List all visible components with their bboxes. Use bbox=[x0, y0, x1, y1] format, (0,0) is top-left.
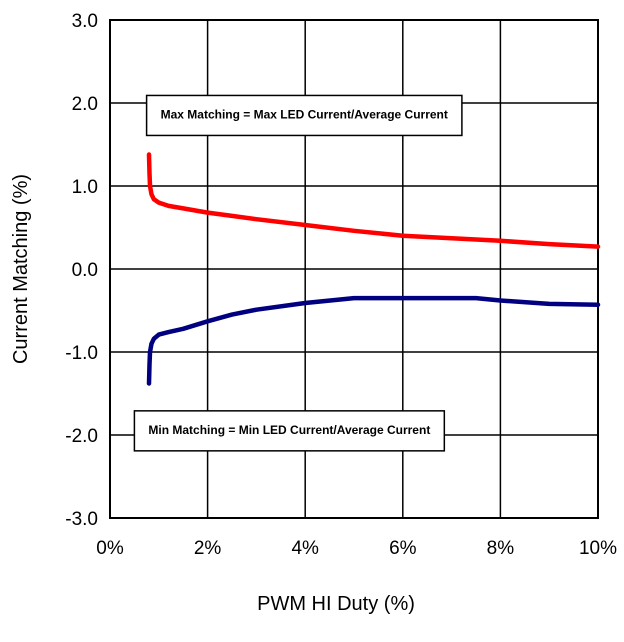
annotations: Max Matching = Max LED Current/Average C… bbox=[133, 94, 463, 452]
x-tick-label: 8% bbox=[487, 538, 515, 559]
x-axis-title: PWM HI Duty (%) bbox=[257, 593, 415, 615]
y-tick-label: -3.0 bbox=[65, 509, 98, 530]
max-matching-annotation: Max Matching = Max LED Current/Average C… bbox=[145, 94, 463, 137]
x-tick-label: 4% bbox=[291, 538, 319, 559]
series-group bbox=[146, 152, 601, 386]
annotation-box bbox=[145, 94, 463, 137]
min-matching-line bbox=[146, 295, 601, 386]
annotation-text: Min Matching = Min LED Current/Average C… bbox=[148, 423, 430, 437]
y-tick-label: 2.0 bbox=[72, 94, 98, 115]
annotation-box bbox=[133, 410, 446, 452]
plot-area-frame bbox=[109, 19, 599, 519]
max-matching-line bbox=[146, 152, 601, 249]
y-tick-labels: 3.0 2.0 1.0 0.0 -1.0 -2.0 -3.0 bbox=[65, 11, 98, 530]
x-tick-label: 6% bbox=[389, 538, 417, 559]
y-tick-label: 0.0 bbox=[72, 260, 98, 281]
x-tick-label: 2% bbox=[194, 538, 222, 559]
min-matching-annotation: Min Matching = Min LED Current/Average C… bbox=[133, 410, 446, 452]
y-tick-label: 1.0 bbox=[72, 177, 98, 198]
x-tick-labels: 0% 2% 4% 6% 8% 10% bbox=[96, 538, 617, 559]
annotation-text: Max Matching = Max LED Current/Average C… bbox=[161, 108, 448, 122]
y-axis-title: Current Matching (%) bbox=[10, 174, 32, 364]
y-tick-label: -2.0 bbox=[65, 426, 98, 447]
x-tick-label: 0% bbox=[96, 538, 124, 559]
y-tick-label: 3.0 bbox=[72, 11, 98, 32]
y-tick-label: -1.0 bbox=[65, 343, 98, 364]
x-tick-label: 10% bbox=[579, 538, 617, 559]
